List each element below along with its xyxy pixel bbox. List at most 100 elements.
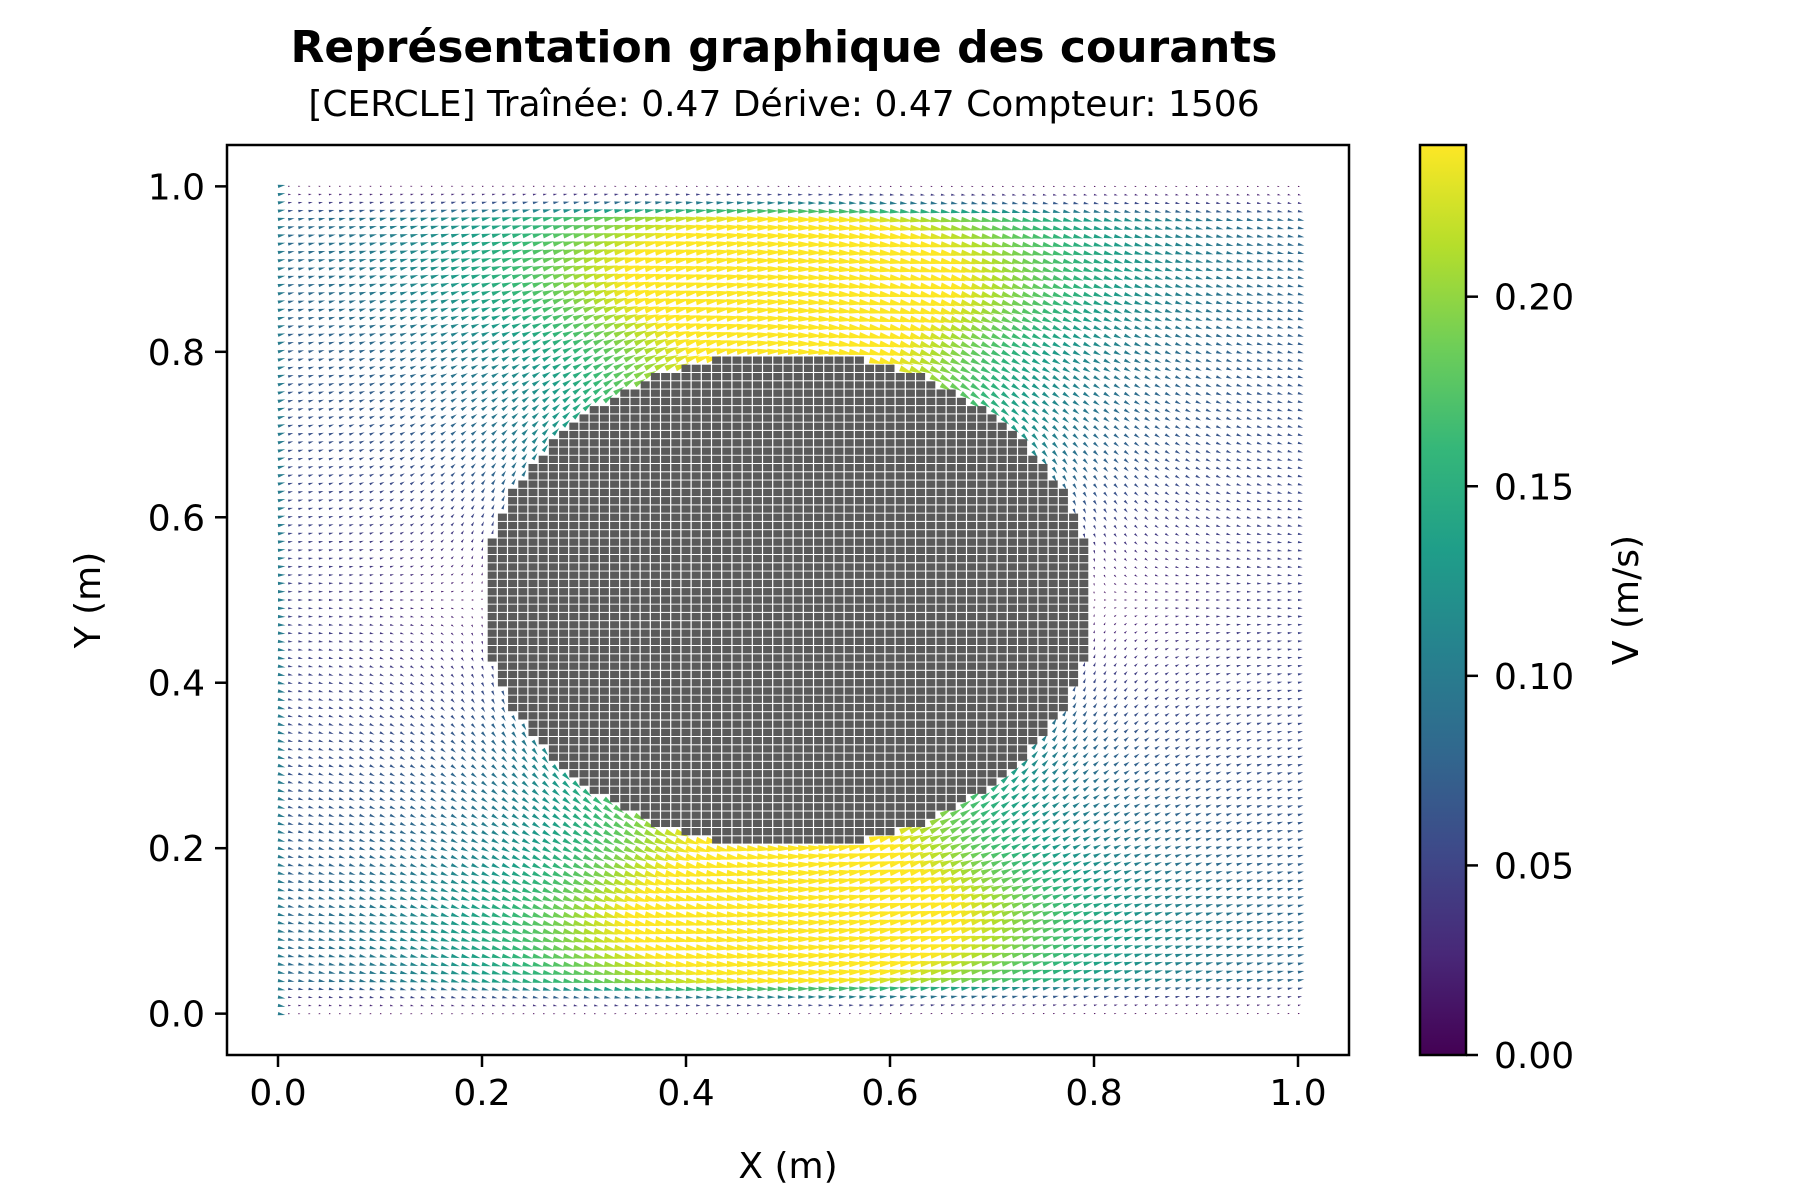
vector-arrow: [328, 656, 334, 659]
vector-arrow: [777, 216, 793, 223]
vector-arrow: [481, 249, 492, 255]
vector-arrow: [603, 862, 616, 870]
vector-arrow: [308, 317, 315, 321]
vector-arrow: [1031, 759, 1039, 767]
vector-arrow: [369, 607, 374, 610]
vector-arrow: [349, 714, 354, 718]
vector-arrow: [900, 995, 908, 999]
vector-arrow: [389, 805, 396, 810]
vector-arrow: [1022, 987, 1031, 991]
vector-arrow: [328, 474, 334, 478]
vector-arrow: [430, 822, 437, 827]
vector-arrow: [338, 457, 345, 461]
vector-arrow: [308, 441, 314, 444]
vector-arrow: [318, 226, 326, 230]
vector-arrow: [1052, 927, 1064, 934]
vector-arrow: [553, 185, 556, 187]
vector-arrow: [410, 871, 418, 876]
vector-arrow: [777, 845, 793, 852]
vector-arrow: [369, 731, 375, 735]
vector-arrow: [623, 853, 637, 862]
vector-arrow: [818, 185, 821, 187]
vector-arrow: [420, 506, 425, 510]
vector-arrow: [777, 193, 783, 196]
vector-arrow: [400, 640, 405, 643]
vector-arrow: [562, 813, 572, 821]
vector-arrow: [532, 201, 539, 205]
vector-arrow: [277, 201, 286, 205]
vector-arrow: [1031, 416, 1040, 424]
vector-arrow: [808, 299, 824, 306]
vector-arrow: [359, 813, 366, 818]
vector-arrow: [1031, 801, 1040, 809]
vector-arrow: [450, 381, 458, 387]
vector-arrow: [532, 331, 542, 338]
vector-arrow: [410, 673, 415, 677]
vector-arrow: [1042, 266, 1054, 273]
vector-arrow: [359, 549, 364, 552]
vector-arrow: [511, 478, 516, 485]
vector-arrow: [369, 549, 374, 552]
vector-arrow: [410, 324, 418, 329]
vector-arrow: [409, 473, 415, 477]
vector-arrow: [318, 846, 325, 850]
vector-arrow: [298, 267, 305, 271]
vector-arrow: [491, 348, 500, 354]
vector-arrow: [910, 986, 921, 991]
vector-arrow: [990, 851, 1003, 859]
vector-arrow: [603, 829, 615, 838]
vector-arrow: [277, 705, 286, 710]
vector-arrow: [511, 314, 522, 321]
vector-arrow: [511, 723, 517, 730]
vector-arrow: [450, 505, 455, 510]
vector-arrow: [522, 970, 533, 975]
vector-arrow: [522, 217, 533, 222]
vector-arrow: [308, 623, 314, 626]
vector-arrow: [961, 193, 966, 196]
vector-arrow: [798, 332, 814, 339]
vector-arrow: [461, 978, 470, 983]
vector-arrow: [359, 731, 365, 735]
vector-arrow: [757, 902, 773, 910]
vector-arrow: [339, 590, 344, 593]
vector-arrow: [501, 690, 505, 697]
vector-arrow: [339, 549, 344, 552]
vector-arrow: [400, 557, 405, 560]
vector-arrow: [338, 797, 345, 801]
vector-arrow: [450, 406, 457, 411]
vector-arrow: [349, 648, 354, 651]
vector-arrow: [287, 954, 295, 958]
vector-arrow: [970, 366, 982, 374]
vector-arrow: [562, 911, 576, 919]
vector-arrow: [624, 1004, 629, 1007]
vector-arrow: [788, 902, 803, 910]
vector-arrow: [450, 332, 459, 337]
vector-arrow: [481, 274, 492, 280]
vector-arrow: [379, 201, 385, 204]
vector-arrow: [920, 209, 931, 214]
vector-arrow: [859, 208, 871, 214]
vector-arrow: [470, 731, 476, 737]
vector-arrow: [298, 557, 303, 560]
vector-arrow: [491, 495, 495, 502]
vector-arrow: [338, 772, 345, 776]
vector-arrow: [777, 315, 793, 322]
vector-arrow: [308, 855, 315, 859]
vector-arrow: [716, 185, 719, 187]
vector-arrow: [1001, 961, 1014, 967]
vector-arrow: [480, 479, 486, 485]
vector-arrow: [471, 348, 479, 354]
vector-arrow: [613, 870, 627, 878]
vector-arrow: [389, 813, 396, 818]
vector-arrow: [788, 894, 803, 901]
vector-arrow: [582, 346, 594, 354]
vector-arrow: [808, 869, 824, 877]
vector-arrow: [664, 355, 679, 363]
vector-arrow: [788, 1004, 793, 1007]
vector-arrow: [471, 970, 481, 975]
vector-arrow: [471, 616, 474, 619]
vector-arrow: [492, 1013, 495, 1015]
vector-arrow: [389, 548, 395, 552]
vector-arrow: [440, 564, 444, 568]
vector-arrow: [420, 523, 425, 527]
